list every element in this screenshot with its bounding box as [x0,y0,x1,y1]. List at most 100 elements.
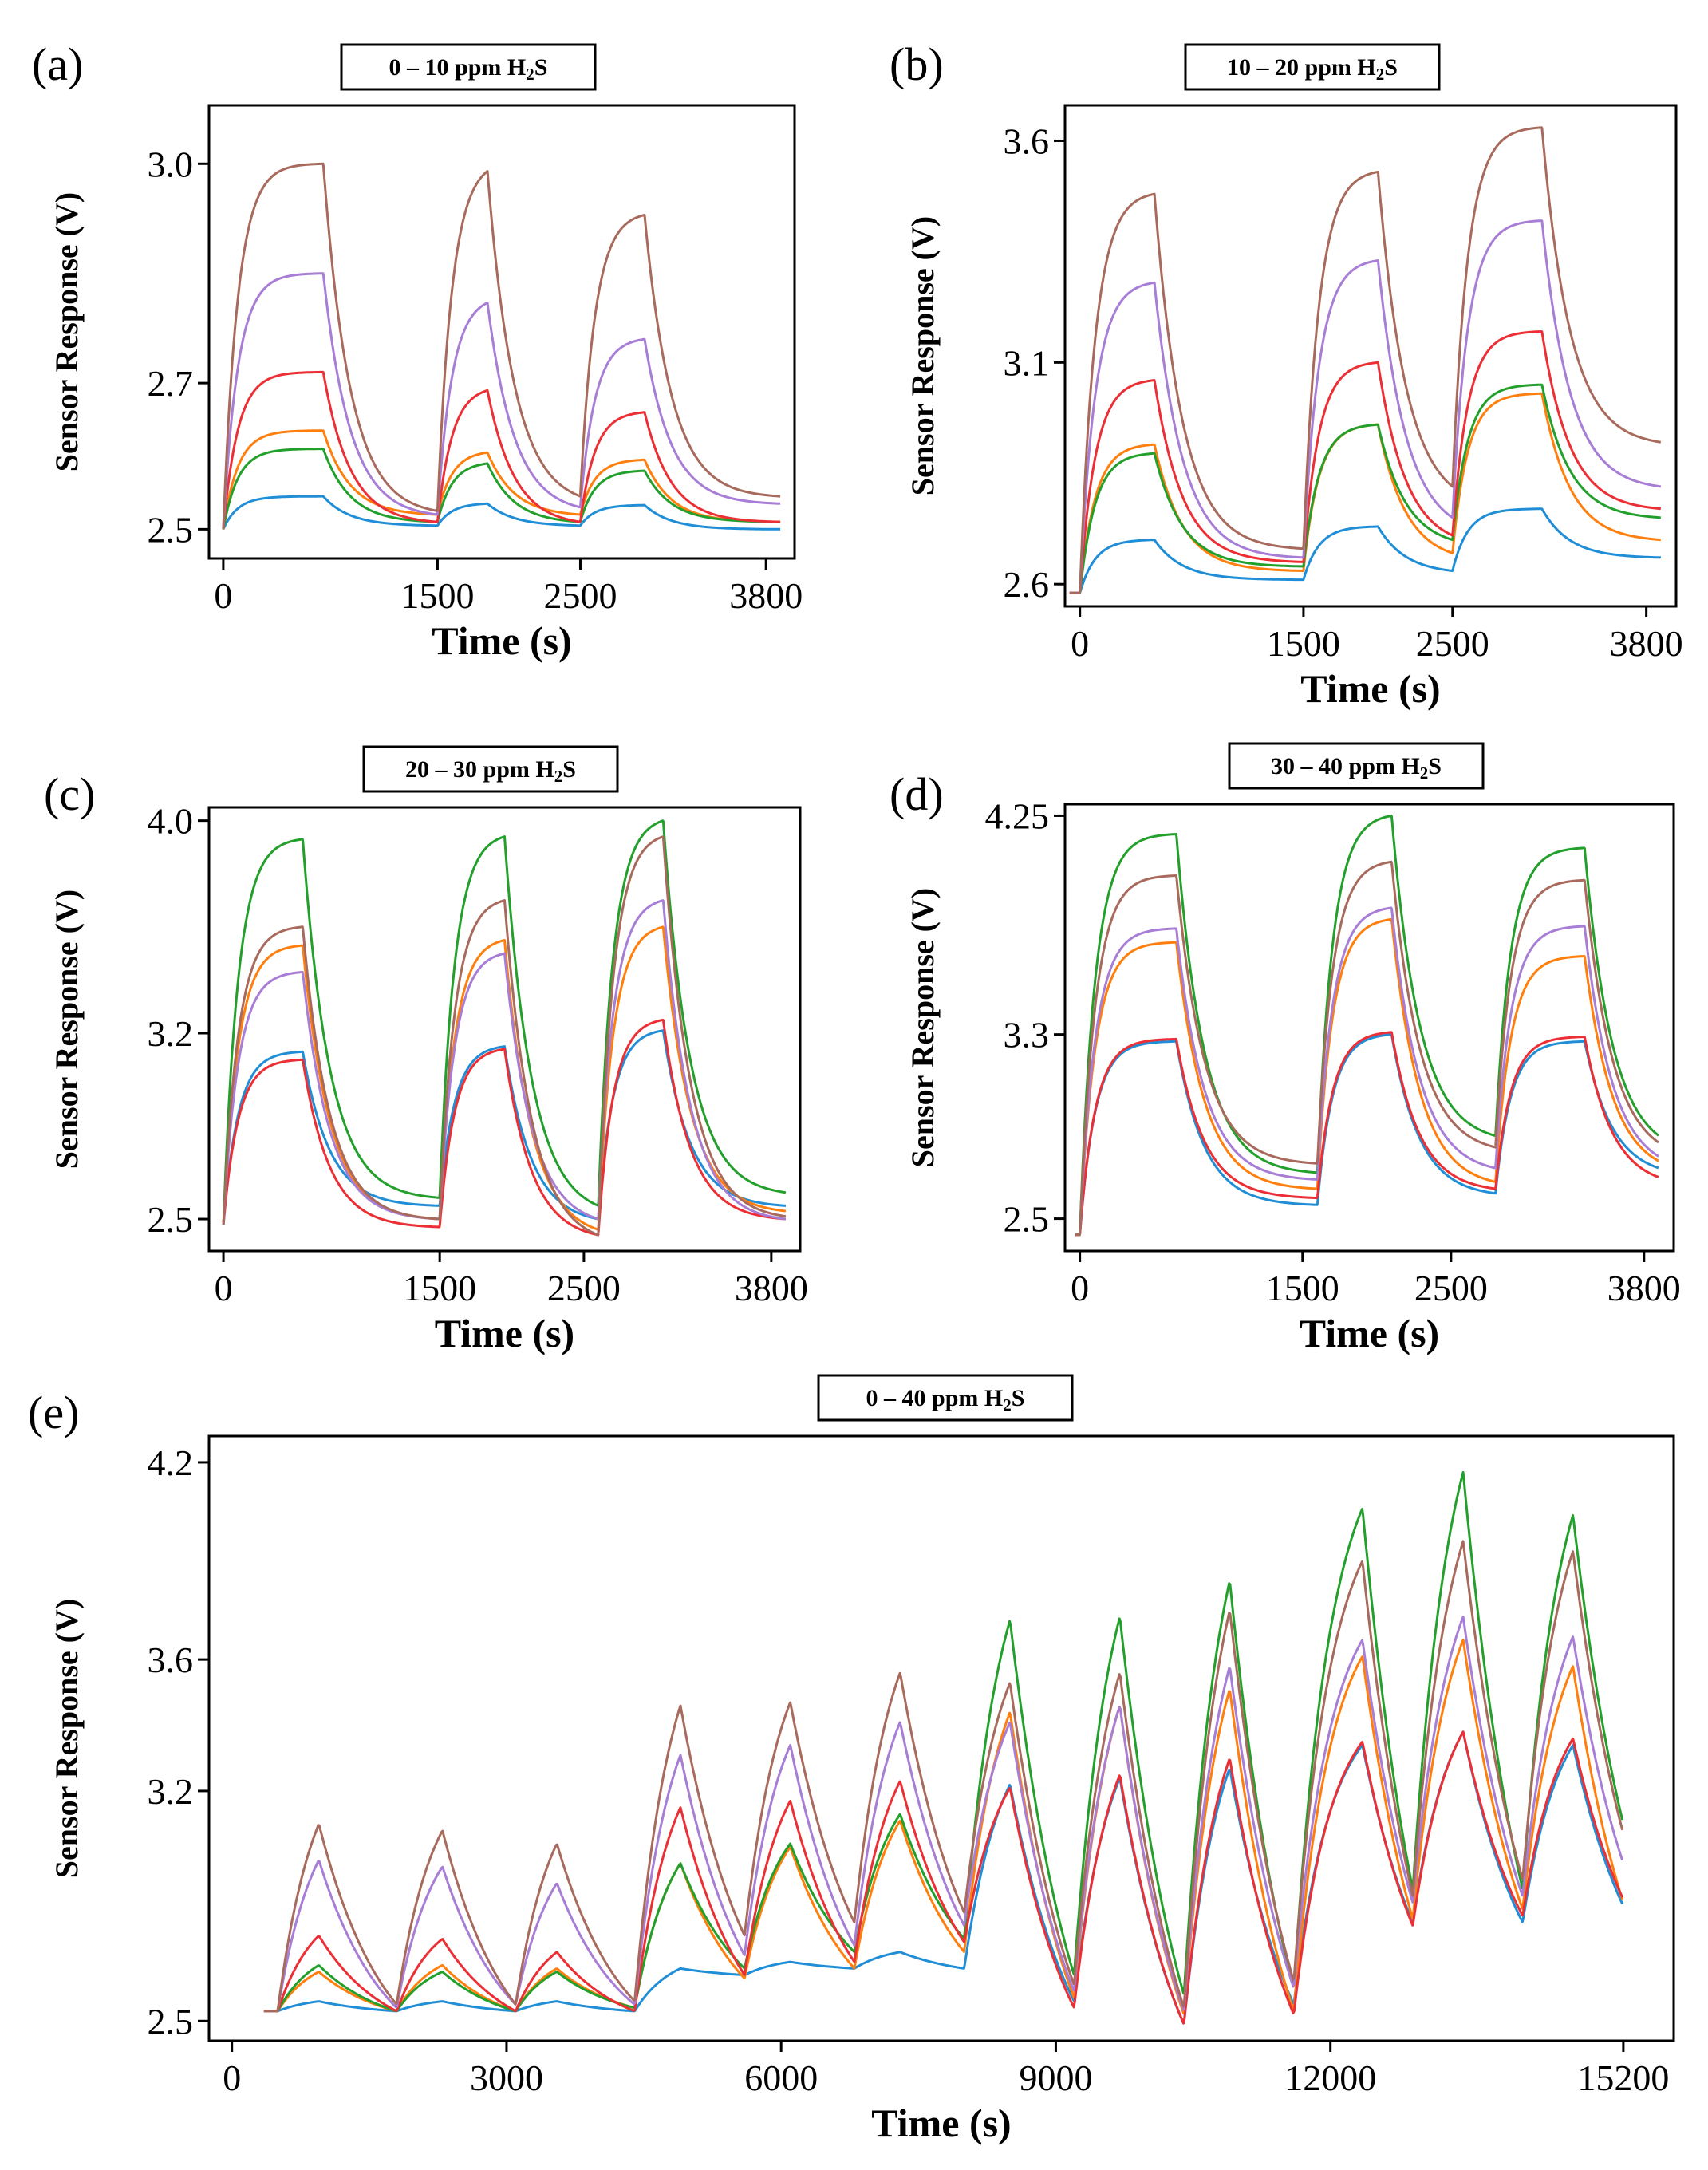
title-box [817,1374,1074,1422]
x-tick-label: 0 [1071,623,1089,664]
x-axis-label: Time (s) [871,2101,1011,2145]
series-line-green [1068,383,1662,594]
x-axis-label: Time (s) [1300,1311,1439,1355]
y-axis-label: Sensor Response (V) [49,192,85,471]
y-axis-label: Sensor Response (V) [49,1599,85,1878]
series-line-blue [222,495,782,531]
series-line-brown [222,835,787,1237]
title-box [1184,43,1441,91]
y-axis-label: Sensor Response (V) [905,216,941,495]
series-line-purple [1068,219,1662,594]
series-line-purple [263,1616,1624,2013]
series-line-orange [1075,917,1659,1237]
series-line-purple [222,899,787,1225]
series-line-red [1068,330,1662,594]
panel-c: (c) 0 1500 2500 3800 2.5 3.2 4.0 Time (s) Sensor … [44,745,808,1355]
y-tick-label: 2.5 [148,1199,194,1240]
y-tick-label: 3.3 [1004,1015,1050,1055]
x-tick-label: 1500 [403,1268,476,1308]
y-tick-label: 2.5 [148,2001,194,2042]
x-tick-label: 6000 [744,2058,818,2098]
chart-title: 30 – 40 ppm H2S [1271,753,1442,783]
series-line-blue [1075,1033,1659,1237]
series-line-red [222,1018,787,1237]
panel-a: (a) 0 1500 2500 3800 2.5 2.7 3.0 Time (s) Sensor … [32,38,803,663]
y-tick-label: 4.2 [148,1442,194,1483]
y-tick-label: 3.2 [148,1013,194,1054]
panel-b: (b) 0 1500 2500 3800 2.6 3.1 3.6 Time (s) Sensor … [890,38,1683,711]
x-axis-label: Time (s) [435,1311,574,1355]
y-tick-label: 3.0 [148,144,194,184]
x-tick-label: 3800 [729,575,803,616]
x-tick-label: 2500 [547,1268,621,1308]
chart-title: 0 – 40 ppm H2S [866,1385,1025,1414]
x-tick-label: 3000 [470,2058,543,2098]
chart-title: 10 – 20 ppm H2S [1227,54,1398,84]
panel-label: (a) [32,38,83,90]
series-line-brown [222,162,782,530]
series-line-purple [222,272,782,530]
plot-frame [207,806,802,1253]
series-line-brown [1068,126,1662,594]
series-line-brown [263,1540,1624,2013]
series-group [263,1470,1624,2025]
y-tick-label: 3.6 [1004,120,1050,161]
panel-d: (d) 0 1500 2500 3800 2.5 3.3 4.25 Time (s) Sensor… [890,742,1681,1355]
title-box [1228,742,1485,790]
series-line-orange [263,1639,1624,2014]
y-tick-label: 3.1 [1004,342,1050,383]
x-tick-label: 0 [215,1268,233,1308]
x-tick-label: 3800 [735,1268,808,1308]
chart-title: 0 – 10 ppm H2S [389,54,548,84]
y-tick-label: 3.6 [148,1639,194,1680]
y-tick-label: 3.2 [148,1771,194,1812]
series-line-green [222,819,787,1225]
series-line-orange [222,429,782,530]
y-tick-label: 4.25 [985,795,1050,836]
panel-label: (d) [890,768,944,820]
x-tick-label: 2500 [543,575,617,616]
title-box [362,745,619,793]
series-line-purple [1075,906,1659,1237]
y-tick-label: 2.5 [148,509,194,550]
x-tick-label: 15200 [1577,2058,1669,2098]
x-tick-label: 2500 [1416,623,1489,664]
x-tick-label: 0 [214,575,232,616]
series-line-green [263,1470,1624,2013]
y-axis-label: Sensor Response (V) [905,888,941,1167]
y-tick-label: 2.5 [1004,1199,1050,1240]
y-tick-label: 2.7 [148,363,194,404]
panel-e: (e) 0 3000 6000 9000 12000 15200 2.5 3.2 3.6 4.2 Ti… [28,1374,1675,2145]
chart-title: 20 – 30 ppm H2S [405,756,576,786]
x-tick-label: 12000 [1284,2058,1376,2098]
plot-frame [207,104,796,560]
series-group [1068,126,1662,594]
title-box [340,43,597,91]
series-line-red [1075,1031,1659,1237]
series-line-blue [1068,507,1662,594]
plot-frame [1063,104,1678,608]
series-group [222,819,787,1237]
x-tick-label: 1500 [1266,1268,1339,1308]
series-line-green [1075,815,1659,1237]
x-axis-label: Time (s) [1300,666,1440,711]
series-line-brown [1075,860,1659,1237]
x-axis-label: Time (s) [432,618,571,663]
x-tick-label: 2500 [1414,1268,1488,1308]
series-group [1075,815,1659,1237]
x-tick-label: 3800 [1610,623,1683,664]
x-tick-label: 0 [223,2058,241,2098]
x-tick-label: 0 [1071,1268,1089,1308]
series-line-blue [222,1029,787,1225]
plot-frame [1063,803,1675,1253]
panel-label: (e) [28,1387,79,1438]
series-line-orange [1068,392,1662,594]
x-tick-label: 3800 [1607,1268,1681,1308]
y-tick-label: 4.0 [148,801,194,842]
series-line-red [263,1730,1624,2025]
y-axis-label: Sensor Response (V) [49,890,85,1169]
x-tick-label: 9000 [1019,2058,1092,2098]
x-tick-label: 1500 [400,575,474,616]
panel-label: (c) [44,768,95,820]
